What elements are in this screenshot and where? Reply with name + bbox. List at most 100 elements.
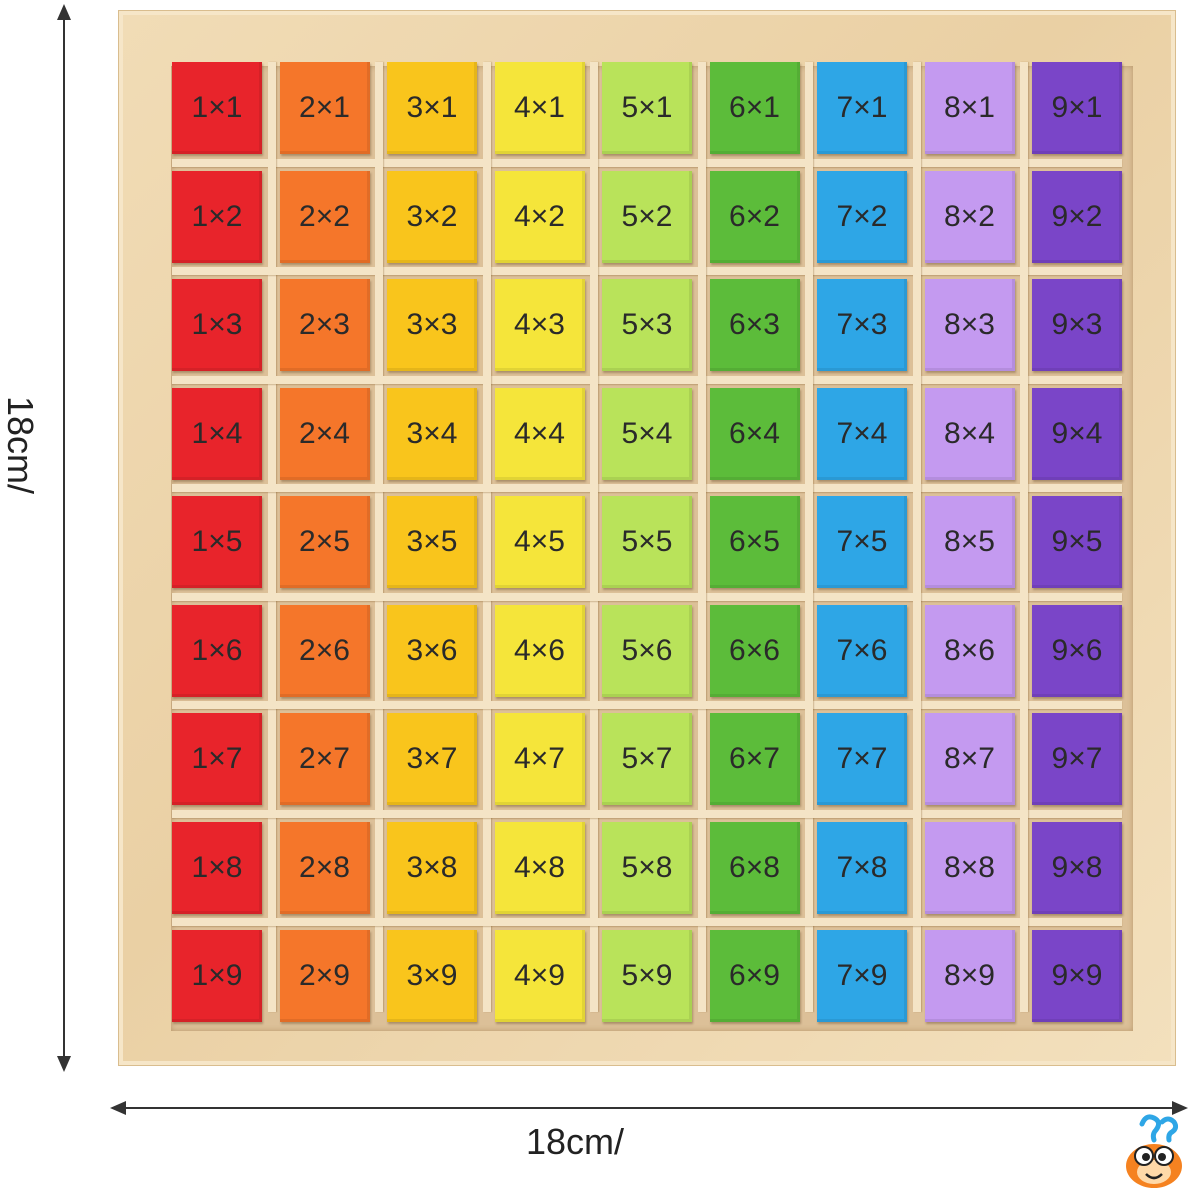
tile-8x9[interactable]: 8×9 [924,930,1015,1022]
tile-7x9[interactable]: 7×9 [817,930,907,1022]
tile-6x2[interactable]: 6×2 [709,170,800,263]
tile-7x8[interactable]: 7×8 [817,821,907,914]
tray-divider-vertical [375,62,383,1012]
tile-7x6[interactable]: 7×6 [817,604,907,697]
tile-3x2[interactable]: 3×2 [387,170,477,263]
tray-divider-vertical [697,62,706,1012]
tray-divider-vertical [482,62,491,1012]
tile-7x4[interactable]: 7×4 [817,387,907,480]
tile-3x3[interactable]: 3×3 [387,279,477,371]
tile-5x4[interactable]: 5×4 [602,387,692,480]
tile-4x9[interactable]: 4×9 [494,930,585,1022]
tile-8x3[interactable]: 8×3 [924,279,1015,371]
tile-2x2[interactable]: 2×2 [279,170,370,263]
tile-3x5[interactable]: 3×5 [387,496,477,588]
tile-7x5[interactable]: 7×5 [817,496,907,588]
tile-8x5[interactable]: 8×5 [924,496,1015,588]
tile-1x9[interactable]: 1×9 [172,930,262,1022]
tile-1x7[interactable]: 1×7 [172,713,262,805]
tray-divider-vertical [912,62,921,1012]
tile-1x2[interactable]: 1×2 [172,170,262,263]
tile-4x1[interactable]: 4×1 [494,62,585,154]
tile-5x9[interactable]: 5×9 [602,930,692,1022]
tile-3x1[interactable]: 3×1 [387,62,477,154]
arrow-up-icon [57,4,71,20]
tile-2x4[interactable]: 2×4 [279,387,370,480]
tile-4x6[interactable]: 4×6 [494,604,585,697]
tray-divider-vertical [590,62,598,1012]
tile-1x4[interactable]: 1×4 [172,387,262,480]
tile-7x2[interactable]: 7×2 [817,170,907,263]
tile-8x8[interactable]: 8×8 [924,821,1015,914]
tray-divider-horizontal [172,701,1122,709]
tile-5x7[interactable]: 5×7 [602,713,692,805]
tile-9x9[interactable]: 9×9 [1032,930,1122,1022]
tile-2x7[interactable]: 2×7 [279,713,370,805]
tile-5x2[interactable]: 5×2 [602,170,692,263]
tile-1x6[interactable]: 1×6 [172,604,262,697]
multiplication-grid: 1×1 1×2 1×3 1×4 1×5 1×6 1×7 1×8 1×9 2×1 2×2 2×3 2×4 2… [172,62,1132,1022]
tray-divider-horizontal [172,375,1122,384]
tile-6x9[interactable]: 6×9 [709,930,800,1022]
tile-6x3[interactable]: 6×3 [709,279,800,371]
tile-1x5[interactable]: 1×5 [172,496,262,588]
tile-4x4[interactable]: 4×4 [494,387,585,480]
tile-9x5[interactable]: 9×5 [1032,496,1122,588]
tile-4x7[interactable]: 4×7 [494,713,585,805]
tile-7x1[interactable]: 7×1 [817,62,907,154]
tile-9x6[interactable]: 9×6 [1032,604,1122,697]
vertical-dimension-label: 18cm/ [0,395,41,495]
tile-3x6[interactable]: 3×6 [387,604,477,697]
tile-5x6[interactable]: 5×6 [602,604,692,697]
tile-9x3[interactable]: 9×3 [1032,279,1122,371]
tile-6x4[interactable]: 6×4 [709,387,800,480]
tile-2x9[interactable]: 2×9 [279,930,370,1022]
tile-4x2[interactable]: 4×2 [494,170,585,263]
tile-9x1[interactable]: 9×1 [1032,62,1122,154]
tray-divider-vertical [1020,62,1028,1012]
tile-9x4[interactable]: 9×4 [1032,387,1122,480]
tile-2x3[interactable]: 2×3 [279,279,370,371]
tile-8x6[interactable]: 8×6 [924,604,1015,697]
vertical-dimension-line [63,10,65,1066]
tile-3x9[interactable]: 3×9 [387,930,477,1022]
tile-4x5[interactable]: 4×5 [494,496,585,588]
tile-1x3[interactable]: 1×3 [172,279,262,371]
tile-3x8[interactable]: 3×8 [387,821,477,914]
tile-2x1[interactable]: 2×1 [279,62,370,154]
tile-2x6[interactable]: 2×6 [279,604,370,697]
arrow-right-icon [1172,1101,1188,1115]
tile-1x1[interactable]: 1×1 [172,62,262,154]
tile-8x7[interactable]: 8×7 [924,713,1015,805]
tile-8x1[interactable]: 8×1 [924,62,1015,154]
tile-6x6[interactable]: 6×6 [709,604,800,697]
tile-8x2[interactable]: 8×2 [924,170,1015,263]
tray-divider-horizontal [172,918,1122,926]
tile-6x1[interactable]: 6×1 [709,62,800,154]
tray-divider-vertical [267,62,276,1012]
tile-9x2[interactable]: 9×2 [1032,170,1122,263]
tile-5x8[interactable]: 5×8 [602,821,692,914]
tile-5x5[interactable]: 5×5 [602,496,692,588]
arrow-down-icon [57,1056,71,1072]
tray-divider-horizontal [172,158,1122,167]
tray-divider-vertical [805,62,813,1012]
tile-3x4[interactable]: 3×4 [387,387,477,480]
tile-7x3[interactable]: 7×3 [817,279,907,371]
tile-5x3[interactable]: 5×3 [602,279,692,371]
tile-9x8[interactable]: 9×8 [1032,821,1122,914]
tile-5x1[interactable]: 5×1 [602,62,692,154]
tile-3x7[interactable]: 3×7 [387,713,477,805]
tile-8x4[interactable]: 8×4 [924,387,1015,480]
tile-6x8[interactable]: 6×8 [709,821,800,914]
tile-4x3[interactable]: 4×3 [494,279,585,371]
tile-1x8[interactable]: 1×8 [172,821,262,914]
tile-2x8[interactable]: 2×8 [279,821,370,914]
tile-4x8[interactable]: 4×8 [494,821,585,914]
tile-2x5[interactable]: 2×5 [279,496,370,588]
horizontal-dimension-label: 18cm/ [525,1121,625,1162]
tile-6x7[interactable]: 6×7 [709,713,800,805]
tile-7x7[interactable]: 7×7 [817,713,907,805]
tile-6x5[interactable]: 6×5 [709,496,800,588]
tile-9x7[interactable]: 9×7 [1032,713,1122,805]
